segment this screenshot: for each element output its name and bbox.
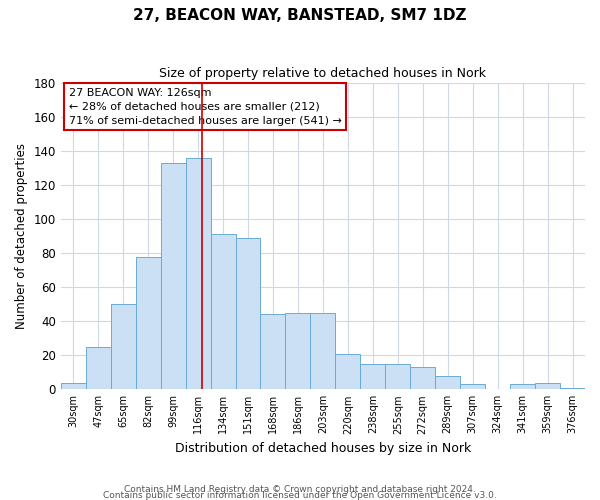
Bar (310, 312, 335, 390)
Bar (560, 388, 585, 390)
Bar (286, 312, 310, 390)
Bar (385, 364, 410, 390)
Bar (335, 354, 361, 390)
Text: 27, BEACON WAY, BANSTEAD, SM7 1DZ: 27, BEACON WAY, BANSTEAD, SM7 1DZ (133, 8, 467, 22)
Bar (111, 304, 136, 390)
Bar (510, 384, 535, 390)
Bar (86, 347, 111, 390)
Text: 27 BEACON WAY: 126sqm
← 28% of detached houses are smaller (212)
71% of semi-det: 27 BEACON WAY: 126sqm ← 28% of detached … (68, 88, 341, 126)
Bar (185, 158, 211, 390)
Bar (161, 163, 185, 390)
Bar (435, 376, 460, 390)
Title: Size of property relative to detached houses in Nork: Size of property relative to detached ho… (160, 68, 487, 80)
Text: Contains HM Land Registry data © Crown copyright and database right 2024.: Contains HM Land Registry data © Crown c… (124, 485, 476, 494)
Bar (136, 256, 161, 390)
Bar (236, 238, 260, 390)
Bar (410, 367, 435, 390)
Y-axis label: Number of detached properties: Number of detached properties (15, 143, 28, 329)
Bar (535, 382, 560, 390)
Bar (361, 364, 385, 390)
X-axis label: Distribution of detached houses by size in Nork: Distribution of detached houses by size … (175, 442, 471, 455)
Bar (260, 314, 286, 390)
Bar (460, 384, 485, 390)
Bar (61, 382, 86, 390)
Bar (211, 234, 236, 390)
Text: Contains public sector information licensed under the Open Government Licence v3: Contains public sector information licen… (103, 490, 497, 500)
